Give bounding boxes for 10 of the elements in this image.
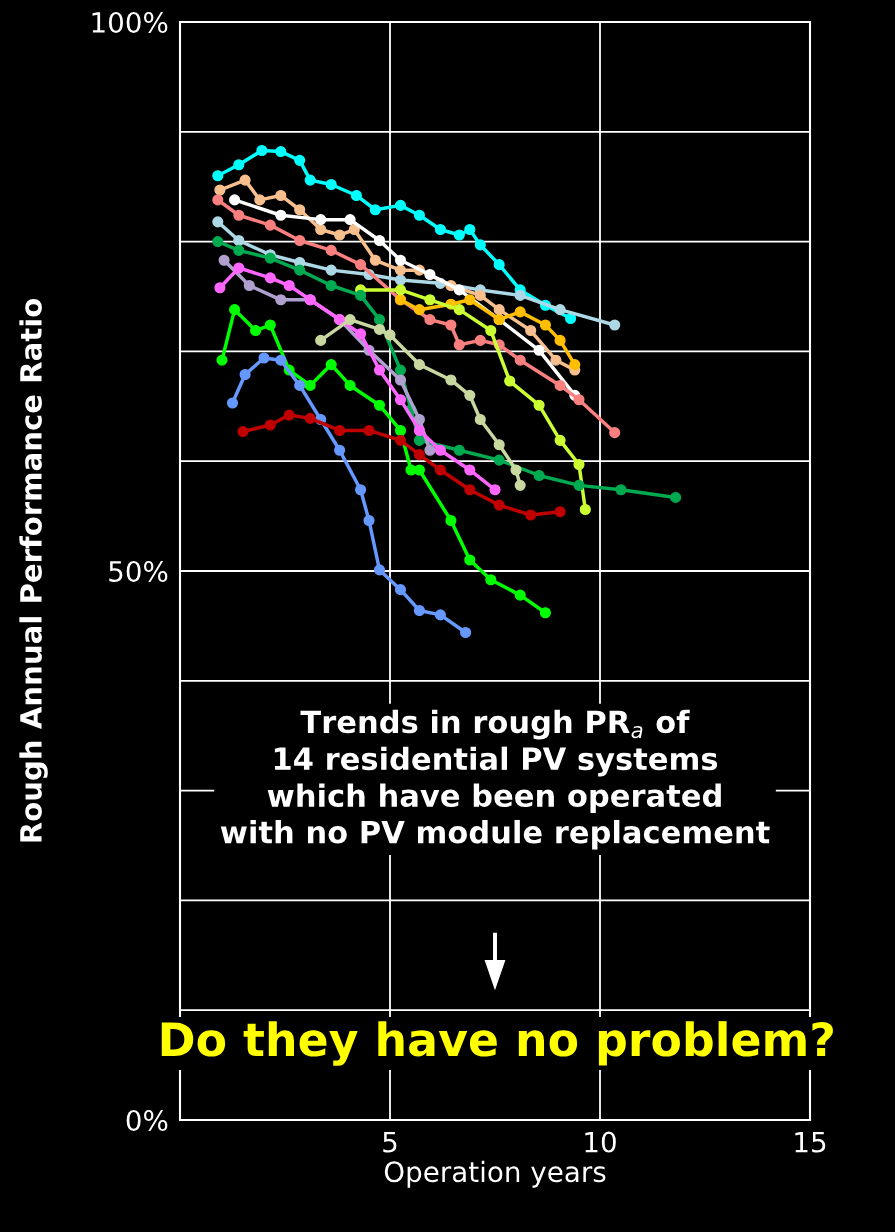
y-tick-label: 0% xyxy=(126,1109,168,1131)
annotation: Trends in rough PR$_{a}$ of 14 residential PV systems which have been operated with no PV module replacement xyxy=(220,709,770,850)
x-tick-label: 15 xyxy=(795,1131,826,1153)
x-axis-title: Operation years xyxy=(384,1160,606,1188)
x-tick-label: 5 xyxy=(383,1131,397,1153)
y-axis-title: Rough Annual Performance Ratio xyxy=(19,298,48,842)
x-tick-label: 10 xyxy=(585,1131,616,1153)
y-tick-label: 50% xyxy=(109,560,168,582)
y-tick-label: 100% xyxy=(92,11,168,33)
annotation: Do they have no problem? xyxy=(161,1021,833,1066)
